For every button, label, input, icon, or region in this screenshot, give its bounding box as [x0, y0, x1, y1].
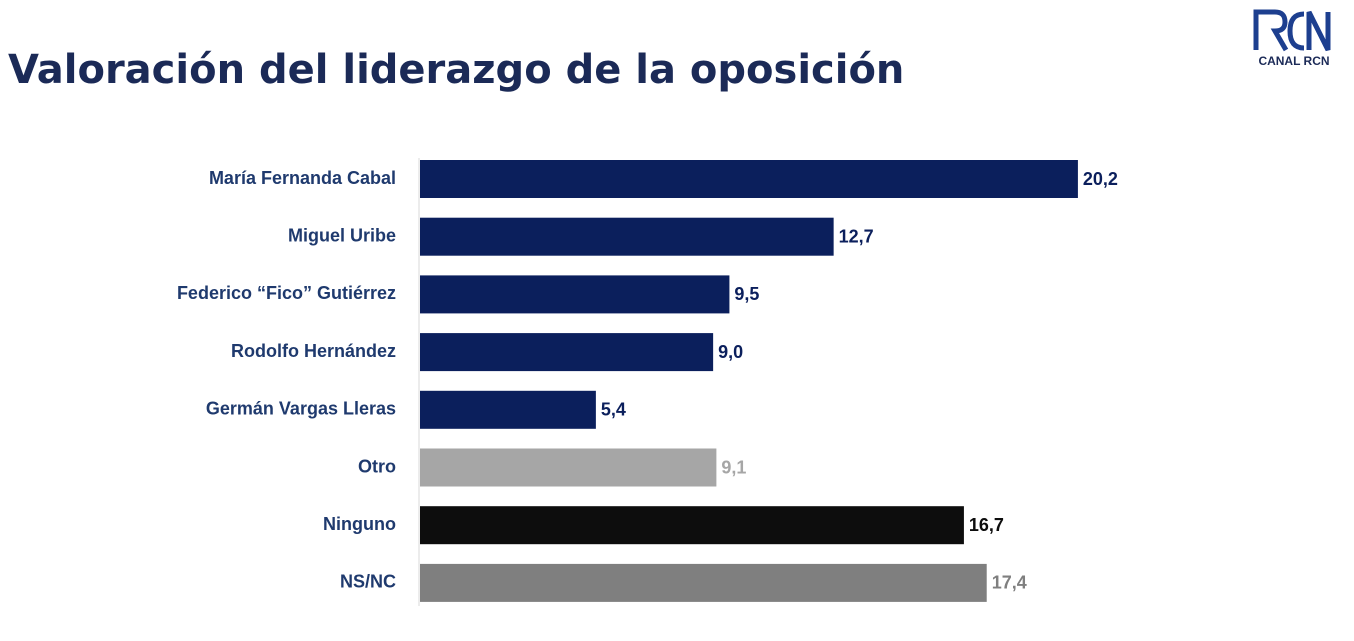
value-label: 12,7	[839, 226, 874, 246]
value-label: 5,4	[601, 400, 626, 420]
value-label: 16,7	[969, 515, 1004, 535]
value-label: 17,4	[992, 573, 1027, 593]
category-label: Federico “Fico” Gutiérrez	[177, 283, 396, 303]
category-label: Miguel Uribe	[288, 225, 396, 245]
bar	[420, 333, 714, 372]
category-label: Ninguno	[323, 514, 396, 534]
bar	[420, 448, 717, 487]
value-label: 9,1	[721, 457, 746, 477]
category-label: NS/NC	[340, 572, 396, 592]
category-label: Germán Vargas Lleras	[206, 399, 396, 419]
category-label: Rodolfo Hernández	[231, 341, 396, 361]
bar	[420, 275, 730, 314]
bar	[420, 390, 596, 429]
bar	[420, 506, 964, 545]
value-label: 20,2	[1083, 169, 1118, 189]
value-label: 9,0	[718, 342, 743, 362]
bar	[420, 217, 834, 256]
bar	[420, 160, 1078, 198]
value-label: 9,5	[734, 284, 759, 304]
chart-title: Valoración del liderazgo de la oposición	[8, 47, 904, 93]
category-label: María Fernanda Cabal	[209, 168, 396, 188]
logo	[1253, 9, 1331, 52]
logo-text: CANAL RCN	[1258, 54, 1329, 68]
bar	[420, 563, 987, 602]
category-label: Otro	[358, 456, 396, 476]
